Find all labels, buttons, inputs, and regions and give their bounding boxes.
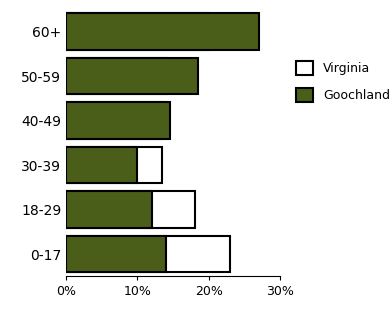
Bar	[66, 102, 163, 139]
Bar	[66, 14, 209, 50]
Bar	[66, 58, 198, 95]
Bar	[66, 191, 152, 228]
Bar	[66, 102, 170, 139]
Bar	[66, 236, 166, 272]
Bar	[66, 147, 163, 183]
Legend: Virginia, Goochland: Virginia, Goochland	[291, 56, 389, 107]
Bar	[66, 191, 194, 228]
Bar	[66, 14, 259, 50]
Bar	[66, 236, 230, 272]
Bar	[66, 147, 137, 183]
Bar	[66, 58, 166, 95]
